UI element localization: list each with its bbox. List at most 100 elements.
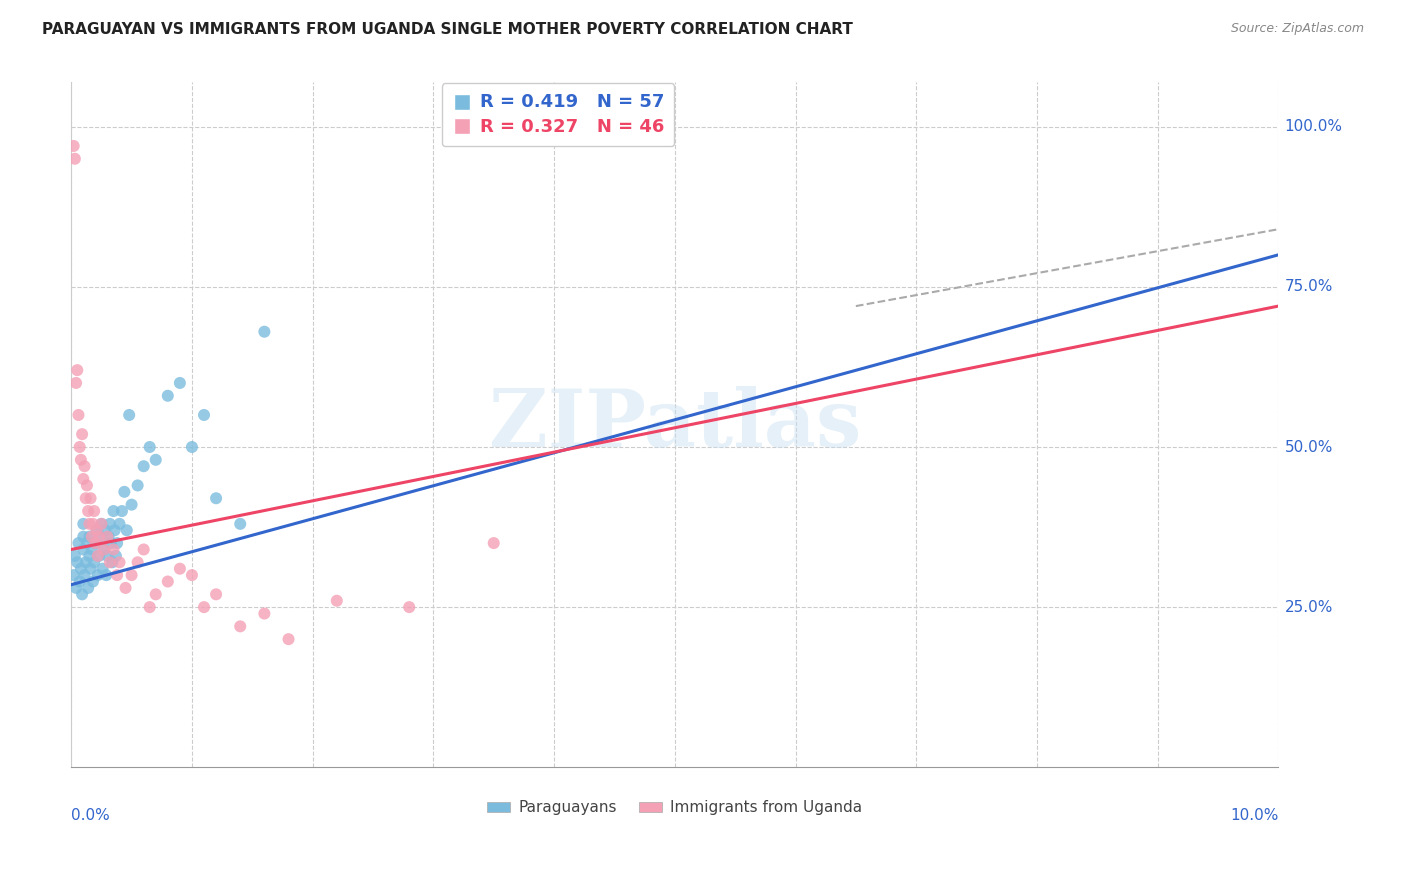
Point — [76, 478, 98, 492]
Point — [121, 568, 143, 582]
Point — [103, 542, 125, 557]
Point — [115, 523, 138, 537]
Point — [104, 549, 127, 563]
Point — [111, 504, 134, 518]
Point — [108, 555, 131, 569]
Point — [89, 530, 111, 544]
Point — [97, 530, 120, 544]
Point — [73, 459, 96, 474]
Point — [96, 549, 118, 563]
Point — [79, 549, 101, 563]
Text: 10.0%: 10.0% — [1230, 808, 1278, 823]
Point — [65, 581, 87, 595]
Point — [67, 536, 90, 550]
Point — [72, 542, 94, 557]
Point — [72, 530, 94, 544]
Point — [98, 555, 121, 569]
Point — [70, 452, 93, 467]
Point — [104, 523, 127, 537]
Point — [75, 491, 97, 506]
Point — [96, 568, 118, 582]
Point — [69, 440, 91, 454]
Point — [193, 600, 215, 615]
Text: 50.0%: 50.0% — [1284, 440, 1333, 455]
Point — [96, 530, 118, 544]
Point — [98, 516, 121, 531]
Point — [62, 568, 84, 582]
Point — [84, 536, 107, 550]
Point — [118, 408, 141, 422]
Point — [79, 562, 101, 576]
Point — [326, 593, 349, 607]
Point — [76, 536, 98, 550]
Point — [91, 562, 114, 576]
Point — [482, 536, 505, 550]
Point — [82, 574, 104, 589]
Point — [229, 516, 252, 531]
Point — [398, 600, 420, 615]
Text: 75.0%: 75.0% — [1284, 279, 1333, 294]
Point — [83, 555, 105, 569]
Point — [86, 523, 108, 537]
Point — [77, 581, 100, 595]
Point — [100, 536, 122, 550]
Point — [63, 152, 86, 166]
Point — [169, 376, 191, 390]
Point — [65, 376, 87, 390]
Point — [87, 549, 110, 563]
Text: 25.0%: 25.0% — [1284, 599, 1333, 615]
Point — [253, 325, 276, 339]
Text: 100.0%: 100.0% — [1284, 120, 1343, 134]
Point — [105, 536, 128, 550]
Point — [66, 363, 89, 377]
Point — [87, 568, 110, 582]
Point — [67, 408, 90, 422]
Point — [94, 523, 117, 537]
Point — [205, 587, 228, 601]
Point — [77, 504, 100, 518]
Point — [72, 516, 94, 531]
Point — [138, 600, 160, 615]
Point — [70, 427, 93, 442]
Point — [121, 498, 143, 512]
Point — [70, 562, 93, 576]
Point — [205, 491, 228, 506]
Point — [79, 530, 101, 544]
Point — [93, 542, 115, 557]
Point — [127, 555, 149, 569]
Point — [79, 491, 101, 506]
Point — [105, 568, 128, 582]
Point — [229, 619, 252, 633]
Point — [114, 581, 136, 595]
Point — [181, 440, 204, 454]
Point — [66, 555, 89, 569]
Text: PARAGUAYAN VS IMMIGRANTS FROM UGANDA SINGLE MOTHER POVERTY CORRELATION CHART: PARAGUAYAN VS IMMIGRANTS FROM UGANDA SIN… — [42, 22, 853, 37]
Point — [80, 542, 103, 557]
Point — [181, 568, 204, 582]
Point — [69, 574, 91, 589]
Point — [62, 139, 84, 153]
Point — [79, 516, 101, 531]
Point — [80, 530, 103, 544]
Text: 0.0%: 0.0% — [72, 808, 110, 823]
Point — [93, 542, 115, 557]
Point — [73, 568, 96, 582]
Point — [253, 607, 276, 621]
Point — [108, 516, 131, 531]
Point — [156, 389, 179, 403]
Point — [63, 549, 86, 563]
Point — [86, 523, 108, 537]
Point — [70, 587, 93, 601]
Point — [138, 440, 160, 454]
Point — [132, 459, 155, 474]
Point — [145, 452, 167, 467]
Point — [72, 472, 94, 486]
Point — [83, 504, 105, 518]
Point — [156, 574, 179, 589]
Point — [112, 484, 135, 499]
Point — [101, 555, 124, 569]
Point — [145, 587, 167, 601]
Point — [132, 542, 155, 557]
Point — [87, 549, 110, 563]
Point — [84, 536, 107, 550]
